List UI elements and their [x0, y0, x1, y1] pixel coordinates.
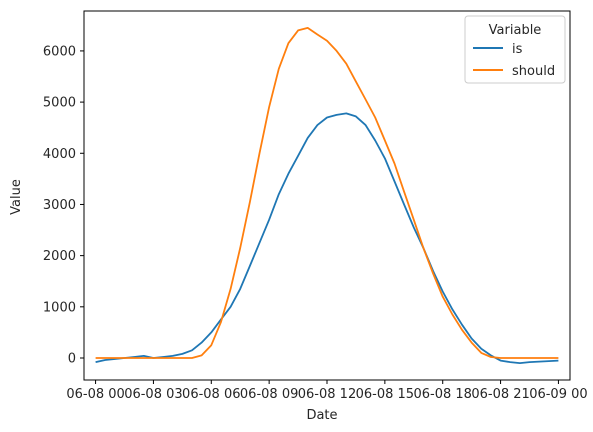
legend-title: Variable: [489, 23, 542, 38]
x-tick-label: 06-08 00: [66, 387, 124, 402]
legend: Variable is should: [464, 15, 566, 84]
legend-label-should: should: [512, 64, 555, 79]
plot-frame: [83, 10, 571, 381]
y-tick-label: 3000: [43, 198, 76, 213]
x-tick-label: 06-08 18: [413, 387, 471, 402]
legend-box: [464, 15, 566, 84]
x-axis-title: Date: [306, 408, 337, 423]
series-line-should: [95, 26, 559, 359]
x-tick-label: 06-08 12: [298, 387, 356, 402]
y-tick-label: 4000: [43, 147, 76, 162]
legend-label-is: is: [512, 42, 523, 57]
series-line-is: [95, 112, 559, 365]
x-tick-label: 06-08 03: [124, 387, 182, 402]
y-axis-title: Value: [9, 179, 24, 215]
y-tick-label: 5000: [43, 96, 76, 111]
y-tick-label: 2000: [43, 249, 76, 264]
x-axis-ticks: 06-08 00 06-08 03 06-08 06 06-08 09 06-08 12…: [66, 380, 588, 402]
series-lines: [95, 26, 559, 365]
x-tick-label: 06-09 00: [529, 387, 587, 402]
x-tick-label: 06-08 09: [240, 387, 298, 402]
x-tick-label: 06-08 21: [471, 387, 529, 402]
x-tick-label: 06-08 15: [356, 387, 414, 402]
x-tick-label: 06-08 06: [182, 387, 240, 402]
y-tick-label: 1000: [43, 300, 76, 315]
y-tick-label: 0: [68, 351, 76, 366]
y-axis-ticks: 0 1000 2000 3000 4000 5000 6000: [43, 44, 84, 366]
y-tick-label: 6000: [43, 44, 76, 59]
